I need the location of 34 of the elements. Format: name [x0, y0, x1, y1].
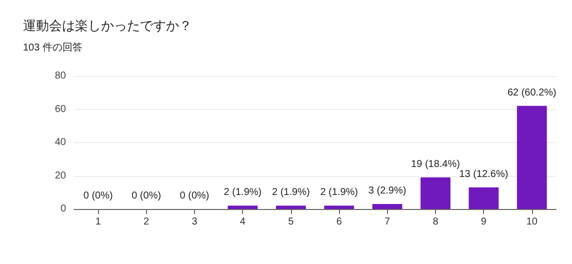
- bar: [468, 187, 499, 209]
- x-tick-label: 1: [95, 216, 102, 228]
- data-label: 19 (18.4%): [411, 158, 460, 170]
- y-tick-label: 60: [54, 104, 66, 115]
- y-tick-label: 0: [60, 204, 66, 214]
- y-tick-label: 20: [54, 170, 66, 182]
- data-label: 2 (1.9%): [272, 187, 310, 198]
- x-tick-label: 8: [432, 216, 439, 228]
- chart-subtitle: 103 件の回答: [23, 42, 82, 54]
- bar: [228, 206, 258, 209]
- bar: [516, 106, 547, 209]
- data-label: 2 (1.9%): [320, 187, 358, 198]
- data-label: 13 (12.6%): [459, 168, 508, 180]
- bar: [276, 206, 306, 209]
- x-tick-label: 2: [144, 216, 150, 228]
- x-tick-label: 4: [240, 216, 246, 228]
- data-label: 0 (0%): [132, 190, 162, 202]
- bar: [420, 177, 450, 209]
- y-tick-label: 40: [54, 137, 66, 148]
- y-tick-label: 80: [54, 70, 66, 82]
- data-label: 0 (0%): [83, 190, 113, 202]
- x-tick-label: 7: [384, 216, 391, 228]
- x-tick-label: 5: [288, 216, 294, 228]
- bar: [372, 204, 402, 209]
- data-label: 2 (1.9%): [224, 187, 262, 198]
- x-tick-label: 3: [192, 216, 198, 228]
- x-tick-label: 6: [336, 216, 342, 228]
- bar: [324, 206, 354, 209]
- chart-title: 運動会は楽しかったですか？: [23, 18, 192, 33]
- data-label: 3 (2.9%): [368, 186, 406, 197]
- data-label: 62 (60.2%): [507, 87, 556, 98]
- x-tick-label: 10: [526, 216, 538, 228]
- data-label: 0 (0%): [180, 190, 210, 202]
- x-tick-label: 9: [480, 216, 487, 228]
